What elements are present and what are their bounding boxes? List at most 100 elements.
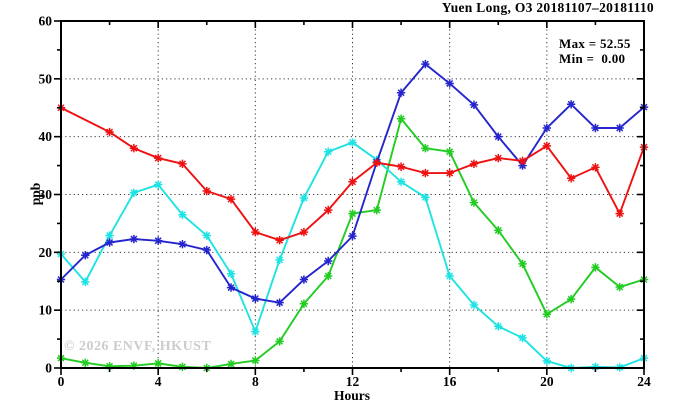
blue-series-marker xyxy=(566,100,576,109)
blue-series-marker xyxy=(324,256,333,266)
green-series-marker xyxy=(348,209,357,218)
y-tick-label: 0 xyxy=(45,361,52,376)
x-tick-label: 0 xyxy=(58,374,65,389)
blue-series-marker xyxy=(153,236,163,245)
blue-series-marker xyxy=(421,59,430,69)
red-series-marker xyxy=(566,174,576,183)
red-series-marker xyxy=(396,162,406,171)
max-min-annotation: Max = 52.55 Min = 0.00 xyxy=(559,36,631,66)
watermark-text: © 2026 ENVF, HKUST xyxy=(64,339,212,354)
blue-series-marker xyxy=(81,251,90,260)
blue-series-marker xyxy=(178,240,187,249)
green-series-marker xyxy=(421,144,430,153)
red-series-marker xyxy=(202,186,211,196)
cyan-series-marker xyxy=(178,210,187,219)
x-axis-title: Hours xyxy=(333,388,370,403)
green-series-marker xyxy=(566,294,576,304)
green-series-marker xyxy=(396,114,406,123)
cyan-series-marker xyxy=(324,147,333,156)
blue-series-marker xyxy=(542,123,552,133)
cyan-series-marker xyxy=(421,193,430,202)
green-series-marker xyxy=(542,310,552,319)
red-series-marker xyxy=(421,168,430,178)
cyan-series-marker xyxy=(445,271,454,281)
blue-series-marker xyxy=(202,245,211,255)
red-series-marker xyxy=(226,194,236,204)
y-tick-label: 50 xyxy=(39,71,53,86)
cyan-series-marker xyxy=(129,188,139,197)
blue-series-marker xyxy=(396,88,406,97)
blue-series-marker xyxy=(251,294,260,303)
red-series-marker xyxy=(518,156,527,166)
red-series-marker xyxy=(129,144,139,153)
red-series-marker xyxy=(324,205,333,215)
green-series-marker xyxy=(372,205,381,215)
max-value-label: Max = 52.55 xyxy=(559,36,631,51)
x-tick-label: 24 xyxy=(637,374,651,389)
green-series-marker xyxy=(105,362,114,371)
cyan-series-marker xyxy=(226,269,236,278)
green-series-marker xyxy=(251,356,260,365)
y-axis-title: ppb xyxy=(28,182,43,206)
blue-series-marker xyxy=(129,234,139,244)
cyan-series-marker xyxy=(542,356,552,366)
cyan-series-marker xyxy=(202,231,211,240)
red-series-marker xyxy=(348,177,357,186)
cyan-series-marker xyxy=(591,362,600,372)
green-series-marker xyxy=(178,362,187,372)
green-series-marker xyxy=(518,259,527,269)
cyan-series-marker xyxy=(299,193,309,203)
blue-series-marker xyxy=(518,161,527,170)
blue-series-marker xyxy=(469,100,479,110)
green-series-marker xyxy=(299,299,309,309)
red-series-marker xyxy=(178,159,187,169)
blue-series-marker xyxy=(275,298,284,307)
cyan-series-marker xyxy=(105,231,114,240)
min-value-label: Min = 0.00 xyxy=(559,51,626,66)
red-series-marker xyxy=(275,235,284,245)
y-tick-label: 60 xyxy=(39,14,53,29)
green-series-marker xyxy=(275,337,284,346)
green-series-marker xyxy=(226,359,236,369)
x-tick-label: 20 xyxy=(540,374,554,389)
blue-series-marker xyxy=(348,231,357,241)
blue-series-marker xyxy=(591,123,600,133)
cyan-series-marker xyxy=(81,277,90,287)
y-tick-label: 20 xyxy=(39,245,53,260)
cyan-series-marker xyxy=(494,322,503,331)
y-tick-label: 30 xyxy=(39,187,53,202)
x-tick-label: 16 xyxy=(443,374,457,389)
y-tick-label: 10 xyxy=(39,303,53,318)
green-series-marker xyxy=(615,282,624,292)
cyan-series-marker xyxy=(469,300,479,310)
green-series-marker xyxy=(591,263,600,272)
green-series-marker xyxy=(153,359,163,368)
cyan-series-marker xyxy=(396,177,406,186)
red-series-marker xyxy=(153,153,163,163)
cyan-series-marker xyxy=(275,255,284,265)
green-series-marker xyxy=(494,226,503,235)
red-series-marker xyxy=(445,168,454,178)
red-series-marker xyxy=(591,163,600,172)
red-series-marker xyxy=(542,141,552,151)
cyan-series-marker xyxy=(348,138,357,147)
green-series-marker xyxy=(445,147,454,156)
cyan-series-marker xyxy=(251,327,260,336)
red-series-marker xyxy=(469,159,479,169)
red-series-marker xyxy=(372,158,381,167)
red-series-line xyxy=(60,106,645,242)
cyan-series-line xyxy=(60,141,645,369)
green-series-marker xyxy=(324,271,333,281)
blue-series-marker xyxy=(615,123,624,133)
blue-series-marker xyxy=(445,79,454,88)
x-tick-label: 8 xyxy=(252,374,259,389)
blue-series-marker xyxy=(299,275,309,284)
cyan-series-marker xyxy=(518,333,527,343)
x-tick-label: 4 xyxy=(155,374,162,389)
green-series-marker xyxy=(469,198,479,207)
green-series-marker xyxy=(129,361,139,370)
green-series-marker xyxy=(81,358,90,367)
red-series-marker xyxy=(494,153,503,163)
